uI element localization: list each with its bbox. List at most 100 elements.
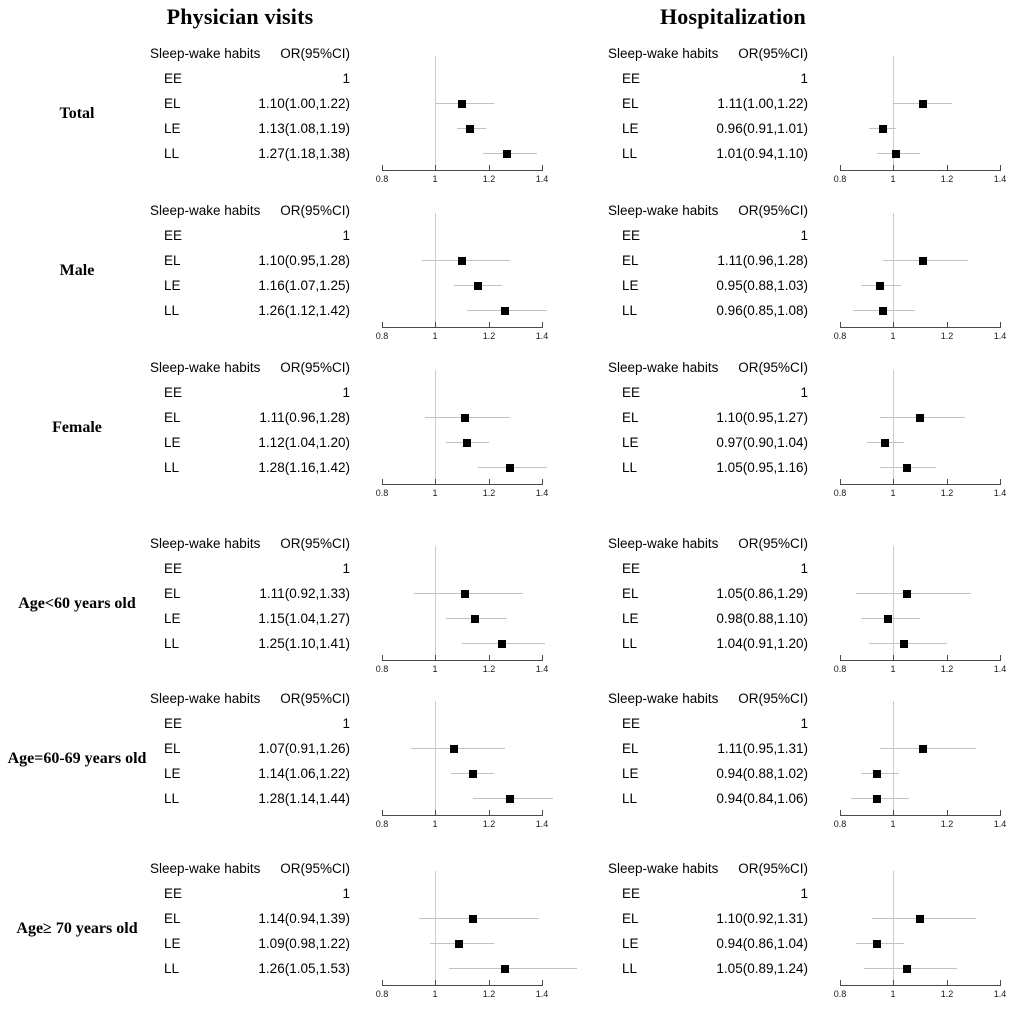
axis-tick (840, 810, 841, 815)
habit-label: EL (622, 741, 639, 756)
or-marker (903, 464, 911, 472)
panel-hospitalization: Sleep-wake habits OR(95%CI) EE 1 EL 1.10(0.92… (608, 857, 1020, 1009)
or-marker (461, 590, 469, 598)
or-value: 0.95(0.88,1.03) (716, 278, 808, 293)
column-header-or: OR(95%CI) (280, 46, 350, 61)
column-header-habits: Sleep-wake habits (150, 691, 261, 706)
or-value: 1.26(1.12,1.42) (258, 303, 350, 318)
habit-label: EL (164, 410, 181, 425)
reference-line (435, 871, 436, 985)
habit-label: LE (622, 278, 639, 293)
axis-tick-label: 1.2 (482, 174, 496, 184)
axis-tick-label: 0.8 (833, 664, 847, 674)
axis-line (840, 484, 1001, 485)
or-marker (879, 125, 887, 133)
axis-tick (840, 165, 841, 170)
habit-label: EE (164, 385, 183, 400)
ci-line (880, 748, 976, 749)
axis-tick (489, 980, 490, 985)
or-marker (474, 282, 482, 290)
forest-plot: 0.8 1 1.2 1.4 (834, 199, 1020, 351)
habit-label: LE (164, 611, 181, 626)
habit-label: EE (164, 886, 183, 901)
or-value: 1.11(0.96,1.28) (717, 253, 808, 268)
group-label: Age=60-69 years old (7, 750, 147, 767)
or-value: 1.25(1.10,1.41) (258, 636, 350, 651)
or-value: 1.27(1.18,1.38) (258, 146, 350, 161)
axis-tick (382, 165, 383, 170)
or-value: 1.28(1.14,1.44) (258, 791, 350, 806)
axis-tick (382, 479, 383, 484)
or-value: 1.11(0.95,1.31) (717, 741, 808, 756)
habit-label: EE (164, 71, 183, 86)
or-value: 1 (342, 561, 350, 576)
column-header-habits: Sleep-wake habits (150, 360, 261, 375)
or-marker (466, 125, 474, 133)
axis-tick-label: 1.2 (482, 488, 496, 498)
habit-label: EL (164, 96, 181, 111)
or-marker (503, 150, 511, 158)
axis-tick-label: 0.8 (833, 331, 847, 341)
axis-tick (542, 810, 543, 815)
or-value: 1 (800, 886, 808, 901)
or-marker (892, 150, 900, 158)
panel-hospitalization: Sleep-wake habits OR(95%CI) EE 1 EL 1.11(0.96… (608, 199, 1020, 351)
or-value: 1.15(1.04,1.27) (258, 611, 350, 626)
axis-tick-label: 1.4 (535, 174, 549, 184)
axis-tick (893, 980, 894, 985)
habit-label: LE (622, 121, 639, 136)
axis-line (840, 170, 1001, 171)
axis-tick (1000, 980, 1001, 985)
or-marker (461, 414, 469, 422)
axis-tick-label: 1 (432, 989, 438, 999)
axis-tick (893, 165, 894, 170)
reference-line (893, 213, 894, 327)
or-marker (469, 770, 477, 778)
axis-line (382, 660, 543, 661)
axis-tick (542, 322, 543, 327)
column-header-or: OR(95%CI) (280, 536, 350, 551)
habit-label: EE (164, 561, 183, 576)
or-value: 1.28(1.16,1.42) (258, 460, 350, 475)
or-value: 1.05(0.89,1.24) (716, 961, 808, 976)
axis-tick (435, 810, 436, 815)
axis-tick-label: 1.2 (940, 664, 954, 674)
column-header-habits: Sleep-wake habits (608, 46, 719, 61)
panel-hospitalization: Sleep-wake habits OR(95%CI) EE 1 EL 1.11(0.95… (608, 687, 1020, 839)
or-marker (879, 307, 887, 315)
or-value: 0.96(0.91,1.01) (716, 121, 808, 136)
axis-tick (947, 322, 948, 327)
forest-plot: 0.8 1 1.2 1.4 (834, 857, 1020, 1009)
axis-tick (947, 655, 948, 660)
column-header-or: OR(95%CI) (738, 691, 808, 706)
forest-plot: 0.8 1 1.2 1.4 (376, 42, 587, 194)
or-marker (919, 100, 927, 108)
axis-tick-label: 1 (432, 331, 438, 341)
axis-line (382, 985, 543, 986)
habit-label: LE (622, 766, 639, 781)
panel-hospitalization: Sleep-wake habits OR(95%CI) EE 1 EL 1.11(1.00… (608, 42, 1020, 194)
column-header-or: OR(95%CI) (280, 360, 350, 375)
ci-line (856, 593, 971, 594)
axis-tick-label: 0.8 (375, 989, 389, 999)
ci-line (411, 748, 505, 749)
habit-label: EL (622, 586, 639, 601)
column-header-or: OR(95%CI) (738, 861, 808, 876)
column-header-or: OR(95%CI) (738, 203, 808, 218)
or-value: 1 (342, 71, 350, 86)
axis-line (840, 815, 1001, 816)
or-value: 0.96(0.85,1.08) (716, 303, 808, 318)
habit-label: EE (622, 228, 641, 243)
axis-line (840, 327, 1001, 328)
axis-tick-label: 1 (432, 174, 438, 184)
habit-label: LL (622, 636, 638, 651)
axis-tick-label: 1 (890, 819, 896, 829)
axis-tick-label: 1.4 (535, 488, 549, 498)
forest-plot: 0.8 1 1.2 1.4 (834, 532, 1020, 684)
axis-line (840, 985, 1001, 986)
or-marker (498, 640, 506, 648)
forest-plot: 0.8 1 1.2 1.4 (376, 532, 587, 684)
or-value: 1.10(0.95,1.27) (716, 410, 808, 425)
or-value: 1.05(0.95,1.16) (716, 460, 808, 475)
or-value: 1.07(0.91,1.26) (258, 741, 350, 756)
